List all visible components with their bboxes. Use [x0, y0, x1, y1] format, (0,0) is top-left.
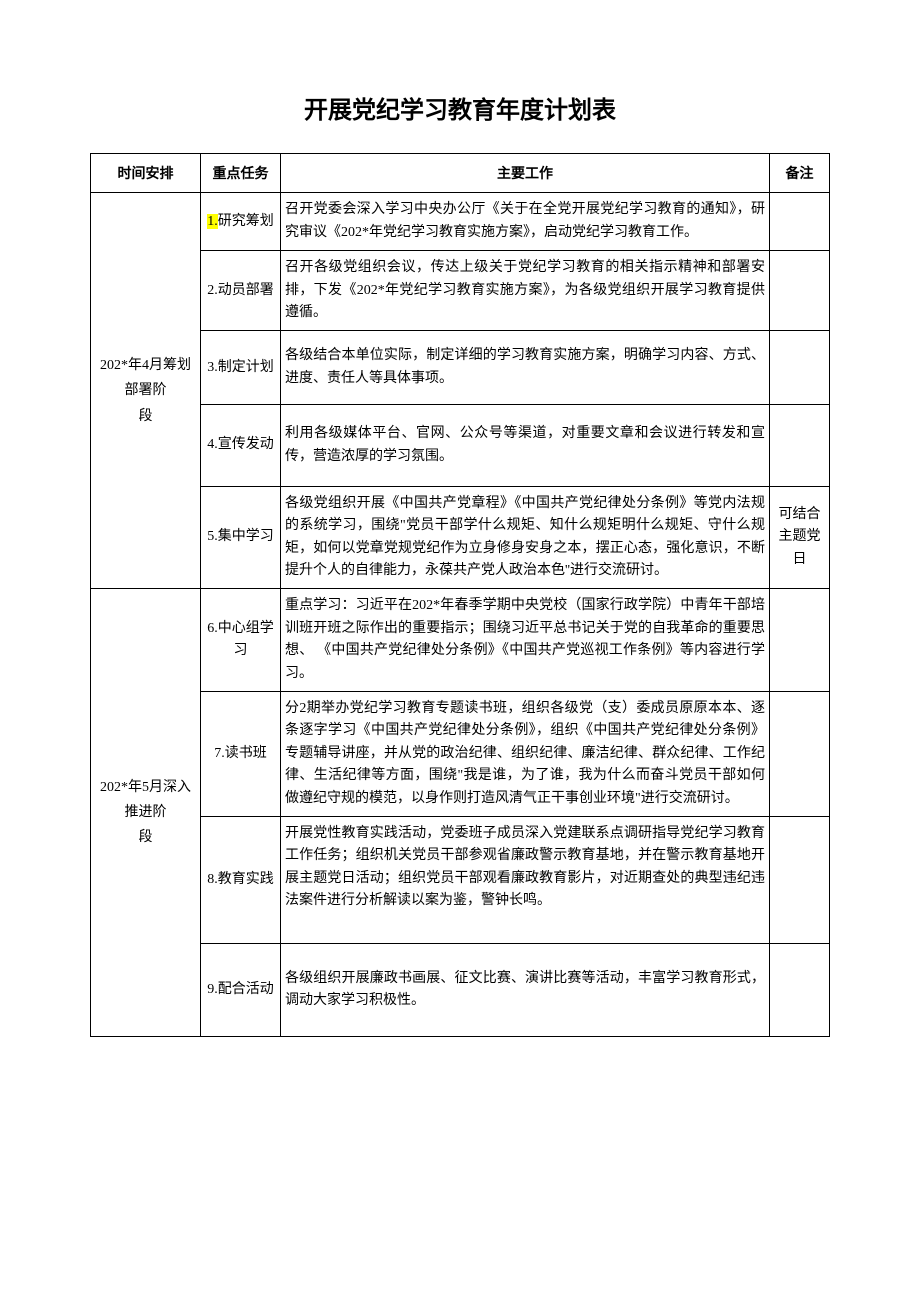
phase1-time-l1: 202*年4月筹划: [100, 358, 191, 373]
task-cell: 9.配合活动: [201, 943, 281, 1037]
work-cell: 召开党委会深入学习中央办公厅《关于在全党开展党纪学习教育的通知》，研究审议《20…: [281, 193, 770, 251]
note-cell: [770, 816, 830, 943]
table-row: 202*年4月筹划 部署阶 段 1.研究筹划 召开党委会深入学习中央办公厅《关于…: [91, 193, 830, 251]
note-cell: [770, 589, 830, 692]
task-cell: 1.研究筹划: [201, 193, 281, 251]
document-page: 开展党纪学习教育年度计划表 时间安排 重点任务 主要工作 备注 202*年4月筹…: [0, 0, 920, 1097]
note-cell: 可结合主题党日: [770, 486, 830, 589]
task-num-rest: 研究筹划: [218, 214, 274, 229]
task-cell: 4.宣传发动: [201, 405, 281, 487]
phase2-time-cell: 202*年5月深入 推进阶 段: [91, 589, 201, 1037]
task-cell: 2.动员部署: [201, 251, 281, 331]
phase2-time-l3: 段: [139, 830, 153, 845]
task6-l1: 6.中心组学: [207, 621, 274, 636]
phase1-time-l2: 部署阶: [125, 383, 167, 398]
table-row: 7.读书班 分2期举办党纪学习教育专题读书班，组织各级党（支）委成员原原本本、逐…: [91, 692, 830, 817]
work-cell: 召开各级党组织会议，传达上级关于党纪学习教育的相关指示精神和部署安排，下发《20…: [281, 251, 770, 331]
phase1-time-l3: 段: [139, 409, 153, 424]
work-cell: 各级党组织开展《中国共产党章程》《中国共产党纪律处分条例》等党内法规的系统学习，…: [281, 486, 770, 589]
table-row: 5.集中学习 各级党组织开展《中国共产党章程》《中国共产党纪律处分条例》等党内法…: [91, 486, 830, 589]
task6-l2: 习: [234, 643, 248, 658]
work-cell: 利用各级媒体平台、官网、公众号等渠道，对重要文章和会议进行转发和宣传，营造浓厚的…: [281, 405, 770, 487]
note-cell: [770, 251, 830, 331]
table-row: 202*年5月深入 推进阶 段 6.中心组学 习 重点学习：习近平在202*年春…: [91, 589, 830, 692]
plan-table: 时间安排 重点任务 主要工作 备注 202*年4月筹划 部署阶 段 1.研究筹划…: [90, 153, 830, 1037]
phase1-time-cell: 202*年4月筹划 部署阶 段: [91, 193, 201, 589]
task-cell: 3.制定计划: [201, 331, 281, 405]
note-cell: [770, 405, 830, 487]
table-row: 9.配合活动 各级组织开展廉政书画展、征文比赛、演讲比赛等活动，丰富学习教育形式…: [91, 943, 830, 1037]
table-row: 8.教育实践 开展党性教育实践活动，党委班子成员深入党建联系点调研指导党纪学习教…: [91, 816, 830, 943]
table-row: 4.宣传发动 利用各级媒体平台、官网、公众号等渠道，对重要文章和会议进行转发和宣…: [91, 405, 830, 487]
note-cell: [770, 943, 830, 1037]
work-cell: 开展党性教育实践活动，党委班子成员深入党建联系点调研指导党纪学习教育工作任务；组…: [281, 816, 770, 943]
task-cell: 6.中心组学 习: [201, 589, 281, 692]
work-cell: 各级结合本单位实际，制定详细的学习教育实施方案，明确学习内容、方式、进度、责任人…: [281, 331, 770, 405]
phase2-time-l2: 推进阶: [125, 805, 167, 820]
col-header-time: 时间安排: [91, 154, 201, 193]
note-cell: [770, 193, 830, 251]
note-cell: [770, 331, 830, 405]
document-title: 开展党纪学习教育年度计划表: [90, 90, 830, 125]
col-header-task: 重点任务: [201, 154, 281, 193]
task-num-highlight: 1.: [207, 214, 218, 229]
task-cell: 7.读书班: [201, 692, 281, 817]
col-header-work: 主要工作: [281, 154, 770, 193]
work-cell: 分2期举办党纪学习教育专题读书班，组织各级党（支）委成员原原本本、逐条逐字学习《…: [281, 692, 770, 817]
table-header-row: 时间安排 重点任务 主要工作 备注: [91, 154, 830, 193]
task-cell: 8.教育实践: [201, 816, 281, 943]
phase2-time-l1: 202*年5月深入: [100, 780, 191, 795]
table-row: 2.动员部署 召开各级党组织会议，传达上级关于党纪学习教育的相关指示精神和部署安…: [91, 251, 830, 331]
col-header-note: 备注: [770, 154, 830, 193]
note-cell: [770, 692, 830, 817]
work-cell: 重点学习：习近平在202*年春季学期中央党校（国家行政学院）中青年干部培训班开班…: [281, 589, 770, 692]
table-row: 3.制定计划 各级结合本单位实际，制定详细的学习教育实施方案，明确学习内容、方式…: [91, 331, 830, 405]
task-cell: 5.集中学习: [201, 486, 281, 589]
work-cell: 各级组织开展廉政书画展、征文比赛、演讲比赛等活动，丰富学习教育形式，调动大家学习…: [281, 943, 770, 1037]
